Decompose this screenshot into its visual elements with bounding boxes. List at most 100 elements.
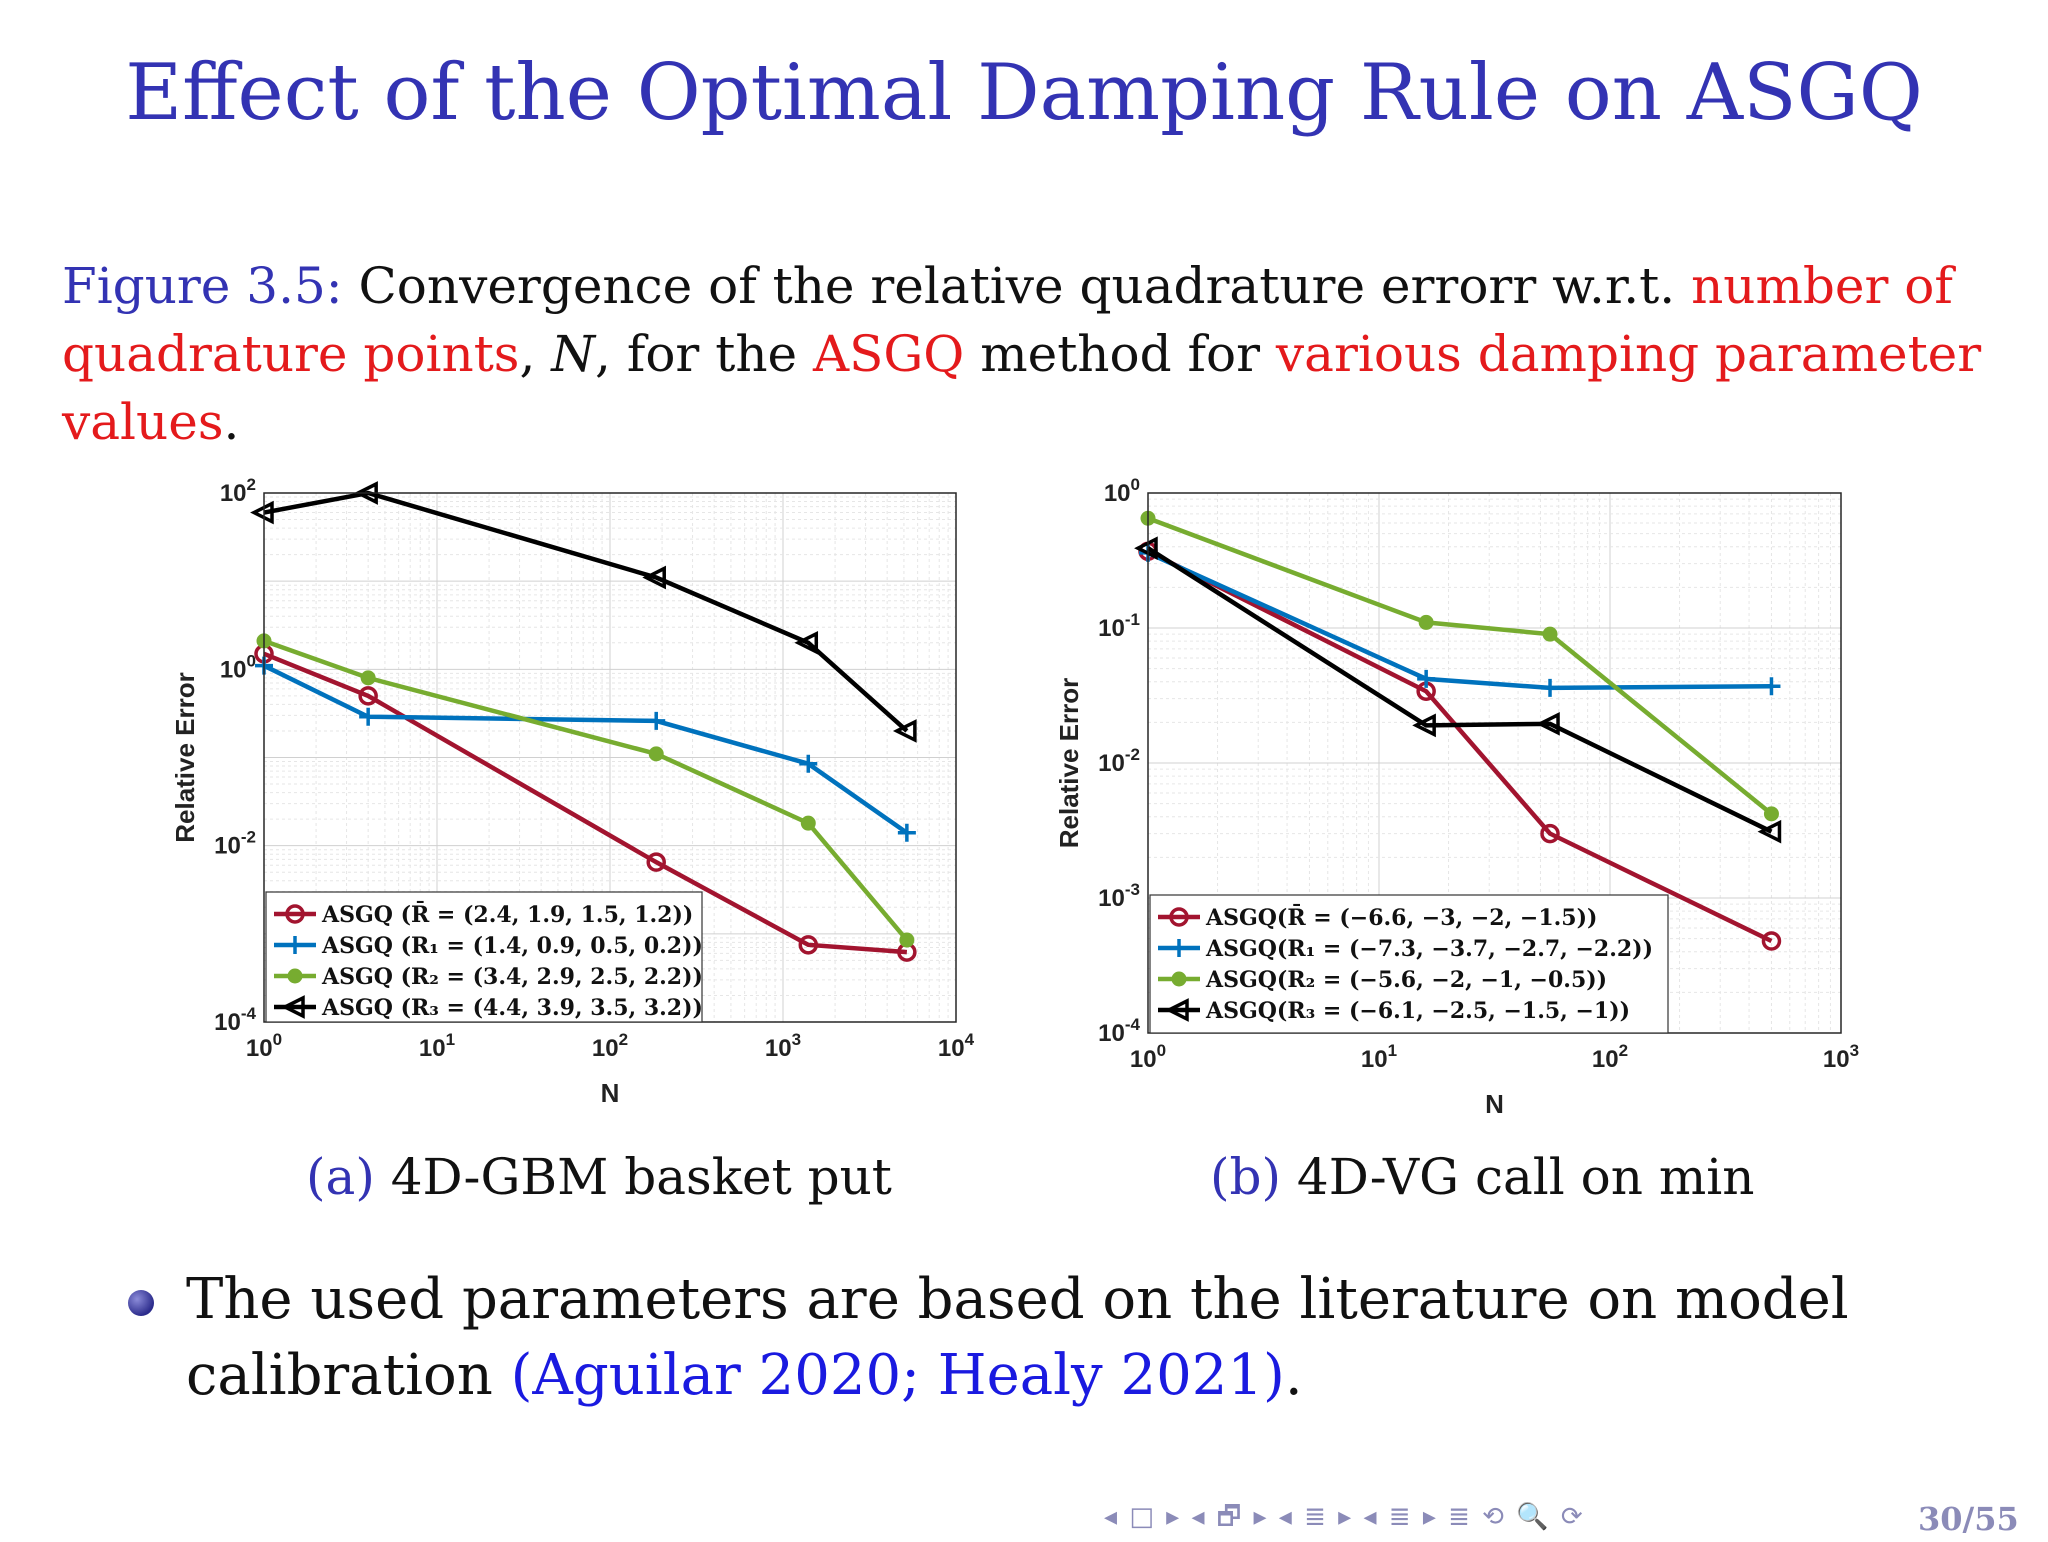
legend-marker: [285, 904, 305, 924]
data-point: [359, 707, 378, 726]
legend-marker: [281, 995, 305, 1019]
data-point: [1418, 614, 1434, 630]
data-point: [1762, 677, 1781, 696]
chart-gbm-basket-put: 100 101 102 103 104 10-4 10-2 100 102 N Relative E…: [170, 475, 975, 1108]
x-tick-label: 102: [1592, 1041, 1628, 1073]
bullet-end: .: [1284, 1343, 1303, 1408]
y-tick-label: 10-4: [1098, 1015, 1140, 1047]
legend-label: ASGQ(R₁ = (−7.3, −3.7, −2.7, −2.2)): [1205, 936, 1653, 962]
caption-highlight-3: various damping parameter values: [62, 325, 1982, 451]
x-tick-label: 102: [592, 1030, 628, 1062]
series-line: [1146, 549, 1773, 944]
legend-label: ASGQ(R̄ = (−6.6, −3, −2, −1.5)): [1205, 903, 1597, 931]
page-number: 30/55: [1918, 1500, 2019, 1538]
data-point: [358, 686, 378, 706]
legend-marker: [1169, 907, 1189, 927]
y-tick-label: 10-2: [214, 828, 256, 860]
data-point: [1134, 536, 1158, 561]
data-point: [1761, 931, 1782, 951]
chart-vg-call-on-min: 100 101 102 103 10-4 10-3 10-2 10-1 100 N Relative…: [1054, 475, 1859, 1119]
data-point: [1541, 678, 1560, 697]
caption-text-3: , for the: [595, 325, 813, 383]
y-tick-label: 100: [220, 651, 256, 683]
legend-label: ASGQ (R₂ = (3.4, 2.9, 2.5, 2.2)): [321, 964, 703, 990]
y-tick-label: 10-2: [1098, 745, 1140, 777]
x-tick-label: 104: [938, 1030, 975, 1062]
legend-box: [1149, 894, 1669, 1034]
data-point: [250, 500, 274, 525]
y-tick-label: 100: [1104, 475, 1140, 507]
caption-text-2: ,: [519, 325, 552, 383]
legend-box: [265, 891, 703, 1023]
bullet-body: The used parameters are based on the lit…: [186, 1267, 1849, 1408]
bullet-text: The used parameters are based on the lit…: [186, 1262, 1966, 1414]
legend-label: ASGQ (R₃ = (4.4, 3.9, 3.5, 3.2)): [321, 995, 703, 1021]
series-line: [1147, 516, 1773, 816]
data-point: [892, 719, 917, 743]
data-point: [1763, 806, 1779, 822]
caption-text-5: .: [223, 393, 240, 451]
legend: ASGQ(R̄ = (−6.6, −3, −2, −1.5)) ASGQ(R₁ =…: [1149, 894, 1669, 1034]
subcaption-a-text: 4D-GBM basket put: [374, 1148, 892, 1206]
legend-label: ASGQ (R̄ = (2.4, 1.9, 1.5, 1.2)): [321, 900, 693, 928]
subcaption-a-label: (a): [306, 1148, 375, 1206]
legend-label: ASGQ(R₃ = (−6.1, −2.5, −1.5, −1)): [1205, 998, 1630, 1024]
series-line: [1146, 546, 1773, 834]
data-point: [1536, 712, 1560, 736]
subcaption-b-text: 4D-VG call on min: [1281, 1148, 1755, 1206]
legend-label: ASGQ (R₁ = (1.4, 0.9, 0.5, 0.2)): [321, 933, 703, 959]
x-tick-label: 103: [1823, 1041, 1859, 1073]
series-3: [250, 481, 917, 743]
legend-marker: [1165, 998, 1189, 1022]
data-point: [646, 852, 666, 872]
x-axis-label: N: [601, 1078, 620, 1108]
data-point: [899, 932, 915, 948]
x-tick-label: 103: [765, 1030, 801, 1062]
data-point: [642, 565, 666, 590]
x-tick-label: 100: [246, 1030, 282, 1062]
legend-marker: [1170, 939, 1188, 957]
subcaption-a: (a) 4D-GBM basket put: [306, 1148, 892, 1206]
legend: ASGQ (R̄ = (2.4, 1.9, 1.5, 1.2)) ASGQ (R₁…: [265, 891, 703, 1023]
legend-marker: [1171, 971, 1187, 987]
series-line: [263, 490, 909, 733]
caption-variable: N: [551, 325, 596, 383]
x-tick-label: 101: [419, 1030, 455, 1062]
subcaption-b-label: (b): [1210, 1148, 1282, 1206]
data-point: [648, 746, 664, 762]
series-line: [1147, 550, 1772, 691]
legend-marker: [287, 968, 303, 984]
citation-link[interactable]: (Aguilar 2020; Healy 2021): [510, 1343, 1285, 1408]
data-point: [799, 754, 818, 773]
caption-highlight-1: number of quadrature points: [62, 257, 1953, 383]
x-tick-label: 101: [1361, 1041, 1397, 1073]
slide-title: Effect of the Optimal Damping Rule on AS…: [125, 48, 1923, 138]
figure-caption: Figure 3.5: Convergence of the relative …: [62, 252, 1982, 456]
caption-figure-label: Figure 3.5:: [62, 257, 343, 315]
y-tick-label: 10-4: [214, 1004, 256, 1036]
beamer-navigation-bar[interactable]: ◂ □ ▸ ◂ 🗗 ▸ ◂ ≣ ▸ ◂ ≣ ▸ ≣ ⟲ 🔍 ⟳: [1104, 1502, 1585, 1532]
data-point: [798, 935, 819, 955]
data-point: [1542, 626, 1558, 642]
x-tick-label: 100: [1130, 1041, 1166, 1073]
legend-marker: [286, 936, 304, 954]
data-point: [647, 711, 666, 730]
legend-label: ASGQ(R₂ = (−5.6, −2, −1, −0.5)): [1205, 967, 1607, 993]
bullet-dot-icon: [128, 1290, 154, 1316]
data-point: [1412, 713, 1436, 738]
data-point: [794, 630, 819, 655]
y-axis-label: Relative Error: [1054, 678, 1084, 849]
series-3: [1134, 536, 1782, 844]
data-point: [360, 670, 376, 686]
data-point: [897, 823, 916, 842]
caption-text-4: method for: [964, 325, 1276, 383]
data-point: [1757, 819, 1782, 844]
y-tick-label: 10-1: [1098, 610, 1140, 642]
series-line: [263, 651, 908, 955]
x-axis-label: N: [1485, 1089, 1504, 1119]
data-point: [800, 815, 816, 831]
data-point: [1417, 669, 1436, 688]
series-0: [254, 644, 917, 962]
y-tick-label: 10-3: [1098, 880, 1140, 912]
caption-text-1: Convergence of the relative quadrature e…: [342, 257, 1692, 315]
